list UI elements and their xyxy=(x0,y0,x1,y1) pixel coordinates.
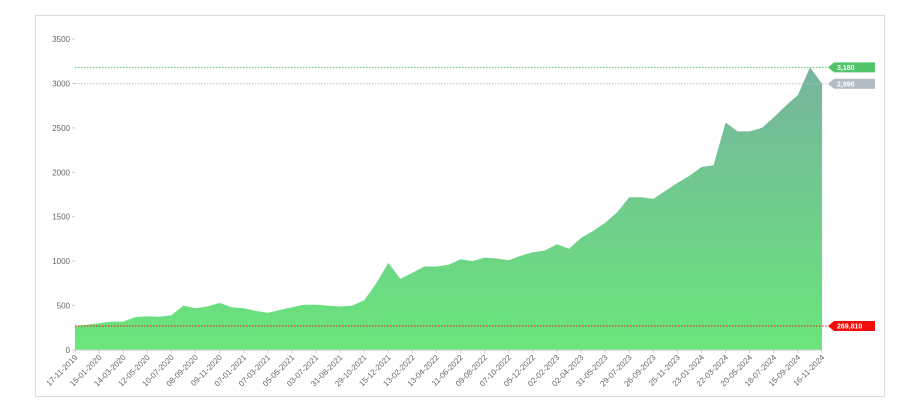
y-tick-label: 2000 xyxy=(52,168,70,177)
marker-badge xyxy=(828,78,875,89)
y-tick-label: 2500 xyxy=(52,124,70,133)
marker-badge xyxy=(828,321,875,332)
y-tick-label: 3000 xyxy=(52,79,70,88)
frame xyxy=(35,15,885,397)
y-tick-label: 3500 xyxy=(52,35,70,44)
y-tick-label: 0 xyxy=(66,346,71,355)
marker-label: 2,996 xyxy=(837,81,855,88)
marker-badge xyxy=(828,62,875,73)
area xyxy=(75,67,822,351)
y-tick-label: 1000 xyxy=(52,257,70,266)
marker-label: 269,810 xyxy=(837,324,862,331)
y-tick-label: 1500 xyxy=(52,213,70,222)
y-tick-label: 500 xyxy=(57,302,71,311)
marker-label: 3,180 xyxy=(837,65,855,72)
